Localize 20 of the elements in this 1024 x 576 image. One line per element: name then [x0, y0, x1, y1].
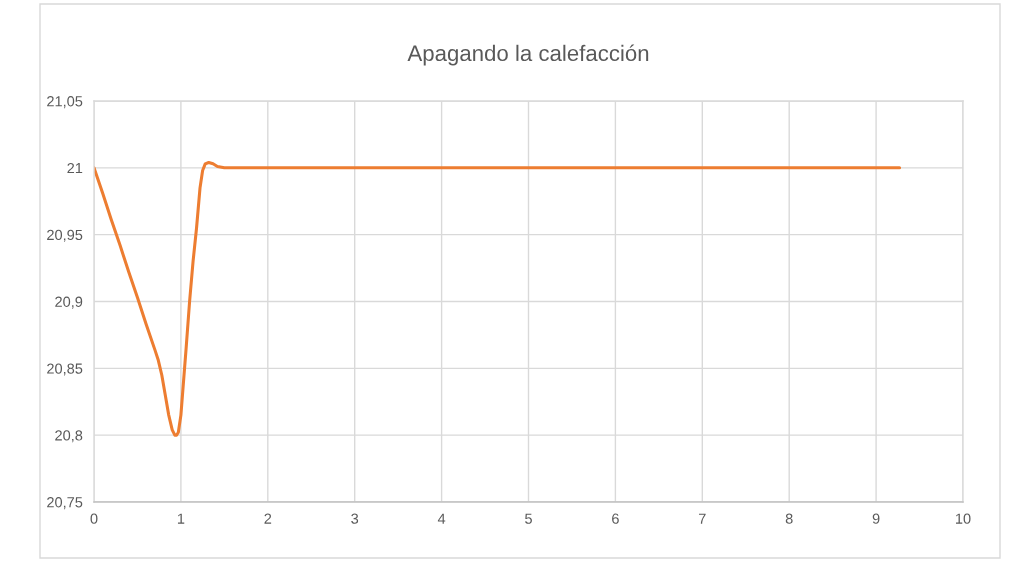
- x-tick-label: 7: [698, 513, 706, 524]
- y-tick-label: 20,85: [47, 363, 83, 376]
- x-tick-label: 3: [351, 513, 359, 524]
- x-tick-label: 1: [177, 513, 185, 524]
- line-series: [94, 160, 902, 437]
- x-tick-label: 8: [785, 513, 793, 524]
- y-tick-label: 20,95: [47, 229, 83, 242]
- x-tick-label: 10: [956, 513, 971, 524]
- chart-title: Apagando la calefacción: [407, 44, 649, 66]
- x-tick-label: 6: [612, 513, 619, 524]
- x-tick-label: 2: [264, 513, 272, 524]
- x-tick-label: 4: [437, 513, 446, 524]
- x-tick-label: 5: [525, 513, 532, 524]
- y-tick-label: 21,05: [47, 96, 83, 109]
- y-tick-label: 21: [67, 162, 83, 174]
- x-tick-label: 0: [90, 513, 98, 524]
- x-tick-label: 9: [872, 513, 880, 524]
- y-tick-label: 20,8: [55, 430, 83, 443]
- y-tick-label: 20,75: [47, 497, 83, 510]
- y-tick-label: 20,9: [55, 296, 83, 309]
